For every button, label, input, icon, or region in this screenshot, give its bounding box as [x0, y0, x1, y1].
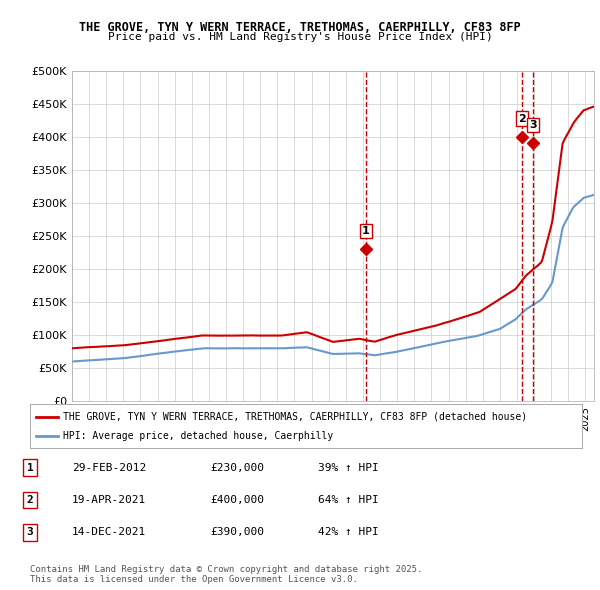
- Text: 2: 2: [26, 495, 34, 505]
- Text: THE GROVE, TYN Y WERN TERRACE, TRETHOMAS, CAERPHILLY, CF83 8FP: THE GROVE, TYN Y WERN TERRACE, TRETHOMAS…: [79, 21, 521, 34]
- Text: 14-DEC-2021: 14-DEC-2021: [72, 527, 146, 537]
- Text: 3: 3: [530, 120, 537, 130]
- Text: 42% ↑ HPI: 42% ↑ HPI: [318, 527, 379, 537]
- Text: 2: 2: [518, 114, 526, 124]
- Text: 39% ↑ HPI: 39% ↑ HPI: [318, 463, 379, 473]
- Text: 29-FEB-2012: 29-FEB-2012: [72, 463, 146, 473]
- Text: HPI: Average price, detached house, Caerphilly: HPI: Average price, detached house, Caer…: [63, 431, 334, 441]
- Text: Price paid vs. HM Land Registry's House Price Index (HPI): Price paid vs. HM Land Registry's House …: [107, 32, 493, 42]
- Text: £230,000: £230,000: [210, 463, 264, 473]
- Text: THE GROVE, TYN Y WERN TERRACE, TRETHOMAS, CAERPHILLY, CF83 8FP (detached house): THE GROVE, TYN Y WERN TERRACE, TRETHOMAS…: [63, 412, 527, 421]
- Text: 19-APR-2021: 19-APR-2021: [72, 495, 146, 505]
- Text: 1: 1: [26, 463, 34, 473]
- Text: 1: 1: [362, 226, 370, 236]
- Text: £400,000: £400,000: [210, 495, 264, 505]
- Text: 3: 3: [26, 527, 34, 537]
- Text: Contains HM Land Registry data © Crown copyright and database right 2025.
This d: Contains HM Land Registry data © Crown c…: [30, 565, 422, 584]
- Text: £390,000: £390,000: [210, 527, 264, 537]
- Text: 64% ↑ HPI: 64% ↑ HPI: [318, 495, 379, 505]
